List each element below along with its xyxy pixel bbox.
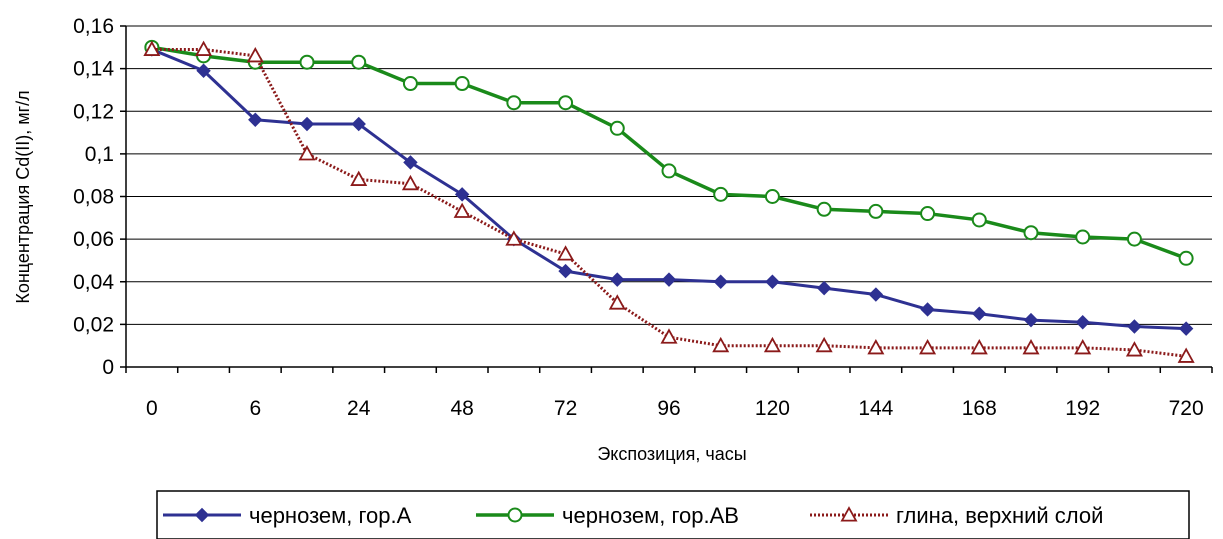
data-point [248, 112, 263, 127]
y-tick-label: 0,06 [73, 228, 114, 251]
data-point [351, 54, 367, 70]
data-point [920, 302, 935, 317]
data-point [868, 287, 884, 302]
legend-label: чернозем, гор.А [249, 503, 412, 528]
data-point [558, 263, 573, 279]
y-tick-label: 0,14 [73, 58, 114, 81]
x-tick-label: 144 [858, 397, 893, 420]
data-point [1178, 321, 1194, 336]
x-tick-label: 96 [657, 397, 680, 420]
data-point [610, 272, 625, 287]
x-tick-label: 24 [347, 397, 371, 420]
data-point [558, 95, 574, 111]
y-tick-label: 0,02 [73, 313, 114, 336]
x-axis-title: Экспозиция, часы [597, 444, 746, 464]
data-point [765, 274, 780, 289]
data-point [1126, 231, 1142, 247]
data-point [1075, 229, 1091, 245]
data-point [298, 145, 316, 161]
series-2 [144, 39, 1194, 266]
x-tick-label: 6 [249, 397, 261, 420]
data-point [764, 189, 780, 204]
data-point [1023, 312, 1039, 328]
data-point [1074, 338, 1092, 355]
data-point [608, 294, 626, 310]
x-tick-label: 72 [554, 397, 577, 420]
data-point [299, 54, 315, 70]
data-point [195, 40, 213, 56]
axes [120, 25, 1213, 373]
x-tick-label: 720 [1169, 397, 1204, 420]
legend-box [156, 490, 1190, 539]
data-point [454, 187, 470, 202]
data-point [713, 186, 729, 202]
y-tick-label: 0,1 [85, 143, 114, 166]
y-tick-label: 0,08 [73, 186, 114, 209]
data-point [1125, 341, 1143, 357]
data-point [401, 174, 419, 191]
data-point [1075, 315, 1090, 330]
data-point [919, 338, 937, 355]
data-point [972, 306, 987, 321]
data-point [661, 163, 677, 179]
y-tick-label: 0,04 [73, 271, 114, 294]
data-point [609, 120, 625, 136]
data-point [350, 170, 368, 186]
y-tick-label: 0,16 [73, 15, 114, 38]
data-point [1177, 347, 1195, 363]
x-tick-label: 168 [962, 397, 997, 420]
data-point [1127, 319, 1142, 334]
x-tick-label: 120 [755, 397, 790, 420]
series-line [151, 47, 1187, 358]
data-point [868, 203, 884, 219]
x-tick-label: 48 [450, 397, 473, 420]
legend-label: глина, верхний слой [896, 503, 1103, 528]
legend-marker [840, 506, 858, 522]
data-point [712, 336, 730, 353]
data-point [557, 245, 575, 261]
data-point [196, 63, 211, 78]
data-point [815, 336, 833, 353]
data-point [1022, 338, 1040, 355]
series-3 [143, 40, 1195, 363]
x-tick-label: 0 [146, 397, 158, 420]
data-point [713, 274, 728, 289]
legend-marker [507, 507, 523, 523]
data-point [505, 230, 523, 246]
data-point [920, 206, 936, 222]
data-point [763, 336, 781, 353]
data-point [661, 272, 677, 287]
data-point [299, 116, 315, 132]
x-tick-labels: 0 6 24 48 72 96 120 144 168 192 720 [146, 397, 1204, 420]
legend: чернозем, гор.А чернозем, гор.АВ глина, ве… [156, 490, 1190, 539]
series-lines [143, 39, 1195, 363]
data-point [1178, 250, 1194, 266]
data-point [453, 202, 471, 218]
y-tick-labels: 0 0,02 0,04 0,06 0,08 0,1 0,12 0,14 0,16 [73, 15, 114, 379]
data-point [660, 328, 678, 344]
legend-marker [194, 507, 210, 523]
data-point [971, 212, 987, 228]
data-point [402, 76, 418, 92]
y-tick-label: 0 [102, 356, 114, 379]
data-point [506, 95, 522, 111]
data-point [143, 40, 161, 56]
y-axis-title: Концентрация Cd(II), мг/л [13, 90, 33, 303]
data-point [816, 280, 832, 296]
data-point [246, 46, 264, 63]
data-point [403, 155, 418, 170]
data-point [970, 338, 988, 355]
series-1 [144, 42, 1194, 336]
y-tick-label: 0,12 [73, 100, 114, 123]
legend-label: чернозем, гор.АВ [562, 503, 739, 528]
x-tick-label: 192 [1065, 397, 1100, 420]
data-point [816, 201, 832, 217]
data-point [867, 338, 885, 355]
data-point [351, 116, 366, 132]
data-point [454, 76, 470, 92]
data-point [1023, 225, 1039, 241]
